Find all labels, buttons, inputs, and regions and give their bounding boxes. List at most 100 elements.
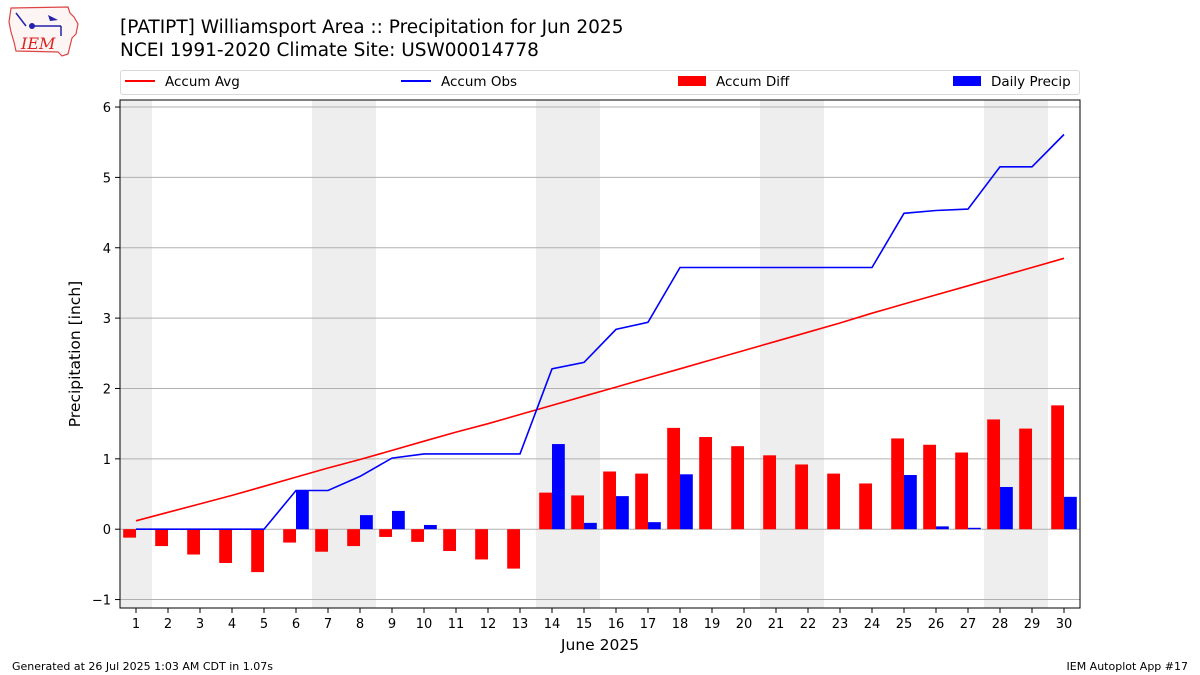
bar-accum-diff-24 <box>859 483 872 530</box>
xtick-label-5: 5 <box>260 617 268 632</box>
ytick-label-6: 6 <box>103 101 111 116</box>
legend-label-accum-diff: Accum Diff <box>716 74 790 90</box>
bar-accum-diff-23 <box>827 473 840 530</box>
bar-accum-diff-2 <box>155 529 168 547</box>
bar-daily-precip-30 <box>1064 496 1077 530</box>
bar-accum-diff-16 <box>603 471 616 530</box>
ytick-label-4: 4 <box>103 242 111 257</box>
x-axis-label: June 2025 <box>560 636 639 654</box>
xtick-label-1: 1 <box>132 617 140 632</box>
legend-label-accum-obs: Accum Obs <box>441 74 518 90</box>
legend-swatch-accum-obs <box>401 80 431 82</box>
bar-accum-diff-22 <box>795 464 808 530</box>
xtick-label-27: 27 <box>960 617 977 632</box>
xtick-label-15: 15 <box>576 617 593 632</box>
legend-accum-diff: Accum Diff <box>678 74 789 90</box>
bar-accum-diff-25 <box>891 438 904 530</box>
bar-daily-precip-16 <box>616 496 629 530</box>
iem-logo: IEM <box>8 6 79 57</box>
bar-daily-precip-26 <box>936 526 949 530</box>
bar-daily-precip-9 <box>392 510 405 530</box>
bar-daily-precip-27 <box>968 527 981 530</box>
bar-accum-diff-15 <box>571 495 584 530</box>
plot-frame <box>119 99 1081 609</box>
bar-daily-precip-18 <box>680 474 693 530</box>
bar-daily-precip-6 <box>296 490 309 530</box>
bar-accum-diff-11 <box>443 529 456 552</box>
app-label: IEM Autoplot App #17 <box>1066 660 1189 673</box>
xtick-label-3: 3 <box>196 617 204 632</box>
bar-accum-diff-5 <box>251 529 264 573</box>
xtick-label-10: 10 <box>416 617 433 632</box>
ytick-label-0: 0 <box>103 523 111 538</box>
chart-subtitle: NCEI 1991-2020 Climate Site: USW00014778 <box>120 40 539 61</box>
legend-accum-avg: Accum Avg <box>125 74 240 90</box>
bar-accum-diff-10 <box>411 529 424 542</box>
xtick-label-22: 22 <box>800 617 817 632</box>
bar-accum-diff-9 <box>379 529 392 537</box>
xtick-label-14: 14 <box>544 617 561 632</box>
xtick-label-16: 16 <box>608 617 625 632</box>
bar-accum-diff-28 <box>987 419 1000 530</box>
legend-daily-precip: Daily Precip <box>953 74 1071 90</box>
bar-accum-diff-26 <box>923 444 936 530</box>
chart-legend: Accum Avg Accum Obs Accum Diff Daily Pre… <box>120 70 1080 95</box>
bar-accum-diff-1 <box>123 529 136 538</box>
bar-daily-precip-25 <box>904 475 917 530</box>
bar-accum-diff-27 <box>955 452 968 530</box>
line-accum-avg <box>135 257 1065 522</box>
weekend-shade-2 <box>536 100 600 608</box>
bar-accum-diff-19 <box>699 437 712 530</box>
bar-accum-diff-14 <box>539 492 552 530</box>
xtick-label-19: 19 <box>704 617 721 632</box>
bar-accum-diff-30 <box>1051 405 1064 530</box>
bar-accum-diff-13 <box>507 529 520 569</box>
bar-accum-diff-3 <box>187 529 200 555</box>
xtick-label-23: 23 <box>832 617 849 632</box>
ytick-label-5: 5 <box>103 171 111 186</box>
bar-accum-diff-18 <box>667 427 680 530</box>
xtick-label-30: 30 <box>1056 617 1073 632</box>
xtick-label-4: 4 <box>228 617 236 632</box>
xtick-label-9: 9 <box>388 617 396 632</box>
ytick-label--1: −1 <box>92 594 111 609</box>
bar-daily-precip-17 <box>648 522 661 530</box>
xtick-label-20: 20 <box>736 617 753 632</box>
line-accum-obs <box>136 133 1065 531</box>
generated-timestamp: Generated at 26 Jul 2025 1:03 AM CDT in … <box>12 660 273 673</box>
legend-swatch-daily-precip <box>953 75 981 86</box>
xtick-label-17: 17 <box>640 617 657 632</box>
bar-accum-diff-6 <box>283 529 296 543</box>
xtick-label-7: 7 <box>324 617 332 632</box>
xtick-label-13: 13 <box>512 617 529 632</box>
chart-title: [PATIPT] Williamsport Area :: Precipitat… <box>120 17 624 38</box>
bar-daily-precip-15 <box>584 522 597 530</box>
bar-accum-diff-20 <box>731 446 744 530</box>
legend-label-accum-avg: Accum Avg <box>165 74 240 90</box>
bar-accum-diff-12 <box>475 529 488 560</box>
bar-daily-precip-14 <box>552 444 565 530</box>
ytick-label-3: 3 <box>103 312 111 327</box>
bar-daily-precip-10 <box>424 524 437 530</box>
bar-accum-diff-21 <box>763 455 776 530</box>
bar-accum-diff-29 <box>1019 428 1032 530</box>
xtick-label-26: 26 <box>928 617 945 632</box>
legend-accum-obs: Accum Obs <box>401 74 517 90</box>
xtick-label-29: 29 <box>1024 617 1041 632</box>
xtick-label-2: 2 <box>164 617 172 632</box>
xtick-label-12: 12 <box>480 617 497 632</box>
xtick-label-11: 11 <box>448 617 465 632</box>
bar-daily-precip-8 <box>360 515 373 530</box>
weekend-shade-0 <box>120 100 152 608</box>
bar-accum-diff-7 <box>315 529 328 552</box>
svg-text:IEM: IEM <box>20 34 56 53</box>
legend-swatch-accum-avg <box>125 80 155 82</box>
legend-label-daily-precip: Daily Precip <box>991 74 1071 90</box>
xtick-label-28: 28 <box>992 617 1009 632</box>
xtick-label-24: 24 <box>864 617 881 632</box>
bar-accum-diff-8 <box>347 529 360 547</box>
bar-accum-diff-4 <box>219 529 232 563</box>
y-axis-label: Precipitation [inch] <box>66 281 84 427</box>
xtick-label-6: 6 <box>292 617 300 632</box>
